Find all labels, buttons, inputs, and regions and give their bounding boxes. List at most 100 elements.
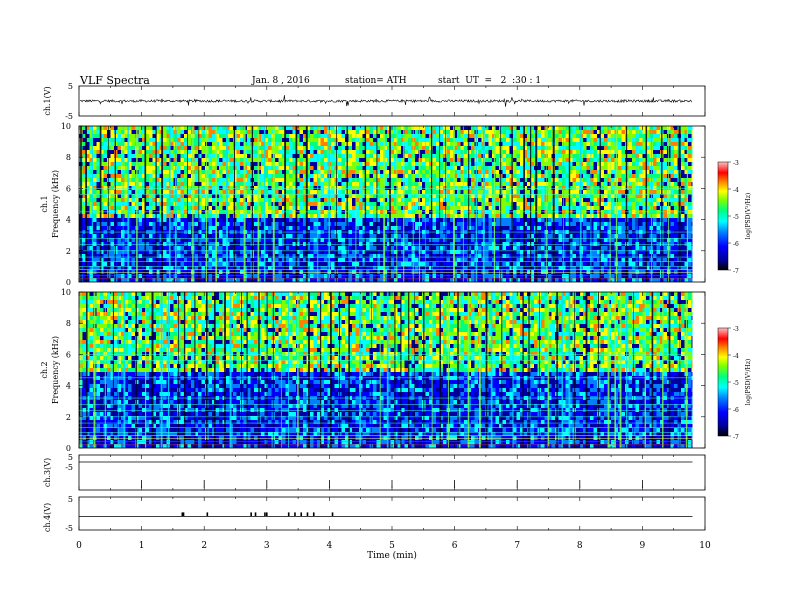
ch1-spectrogram-cell: [208, 166, 212, 170]
ch1-spectrogram-cell: [555, 178, 559, 182]
ch1-spectrogram-cell: [516, 222, 520, 226]
ch1-spectrogram-cell: [222, 198, 226, 202]
ch1-spectrogram-cell: [628, 150, 632, 154]
ch1-spectrogram-cell: [628, 226, 632, 230]
ch1-spectrogram-cell: [376, 162, 380, 166]
ch1-spectrogram-cell: [369, 146, 373, 150]
ch1-spectrogram-cell: [359, 150, 363, 154]
ch1-spectrogram-cell: [516, 158, 520, 162]
ch1-spectrogram-cell: [352, 130, 356, 134]
ch1-spectrogram-cell: [292, 170, 296, 174]
ch1-spectrogram-cell: [642, 202, 646, 206]
ch1-spectrogram-cell: [219, 206, 223, 210]
ch1-spectrogram-cell: [397, 138, 401, 142]
ch1-spectrogram-cell: [670, 190, 674, 194]
ch1-spectrogram-cell: [681, 222, 685, 226]
ch1-spectrogram-cell: [653, 198, 657, 202]
ch1-spectrogram-cell: [600, 174, 604, 178]
ch1-spectrogram-cell: [607, 166, 611, 170]
ch1-spectrogram-cell: [569, 150, 573, 154]
ch1-spectrogram-cell: [201, 202, 205, 206]
ch1-spectrogram-cell: [310, 222, 314, 226]
ch1-spectrogram-cell: [460, 182, 464, 186]
ch1-spectrogram-cell: [215, 194, 219, 198]
ch1-spectrogram-cell: [376, 182, 380, 186]
ch1-spectrogram-cell: [390, 154, 394, 158]
ch1-spectrogram-cell: [128, 142, 132, 146]
ch1-spectrogram-cell: [586, 138, 590, 142]
ch1-spectrogram-cell: [278, 162, 282, 166]
ch1-spectrogram-cell: [555, 234, 559, 238]
ch1-spectrogram-cell: [149, 214, 153, 218]
ch1-spectrogram-cell: [390, 202, 394, 206]
ch1-spectrogram-cell: [110, 130, 114, 134]
ch1-spectrogram-cell: [296, 234, 300, 238]
ch1-spectrogram-cell: [436, 126, 440, 130]
ch1-spectrogram-cell: [390, 138, 394, 142]
ch1-spectrogram-cell: [103, 130, 107, 134]
ch1-spectrogram-cell: [124, 186, 128, 190]
ch1-spectrogram-cell: [86, 222, 90, 226]
ch1-spectrogram-cell: [149, 138, 153, 142]
ch1-spectrogram-cell: [376, 218, 380, 222]
ch1-spectrogram-cell: [163, 194, 167, 198]
ch1-spectrogram-cell: [523, 190, 527, 194]
ch1-spectrogram-cell: [229, 170, 233, 174]
ch1-spectrogram-cell: [555, 174, 559, 178]
ch1-spectrogram-cell: [149, 190, 153, 194]
ch1-spectrogram-cell: [523, 154, 527, 158]
ch1-spectrogram-cell: [149, 186, 153, 190]
ch1-spectrogram-cell: [670, 178, 674, 182]
ch1-spectrogram-cell: [219, 126, 223, 130]
ch1-spectrogram-cell: [212, 178, 216, 182]
ch1-spectrogram-cell: [121, 126, 125, 130]
ch1-spectrogram-cell: [590, 134, 594, 138]
ch1-spectrogram-cell: [607, 174, 611, 178]
ch1-spectrogram-cell: [103, 166, 107, 170]
ch1-spectrogram-cell: [149, 142, 153, 146]
ch1-spectrogram-cell: [674, 194, 678, 198]
ch1-spectrogram-cell: [184, 182, 188, 186]
ch1-spectrogram-cell: [541, 158, 545, 162]
ch1-spectrogram-cell: [373, 178, 377, 182]
ch1-spectrogram-cell: [621, 214, 625, 218]
ch1-spectrogram-cell: [408, 198, 412, 202]
ch1-spectrogram-cell: [222, 170, 226, 174]
ch1-spectrogram-cell: [415, 154, 419, 158]
ch1-spectrogram-cell: [611, 218, 615, 222]
ch1-spectrogram-cell: [103, 154, 107, 158]
ch1-spectrogram-cell: [355, 174, 359, 178]
ch1-spectrogram-cell: [180, 202, 184, 206]
ch1-spectrogram-cell: [282, 158, 286, 162]
ch1-spectrogram-cell: [324, 134, 328, 138]
ch1-spectrogram-cell: [565, 134, 569, 138]
ch1-spectrogram-cell: [600, 138, 604, 142]
ch1-spectrogram-cell: [208, 218, 212, 222]
ch1-spectrogram-cell: [124, 194, 128, 198]
ch1-spectrogram-cell: [285, 186, 289, 190]
ch1-spectrogram-cell: [317, 206, 321, 210]
ch1-spectrogram-cell: [369, 154, 373, 158]
ch1-spectrogram-cell: [275, 170, 279, 174]
ch1-spectrogram-cell: [656, 142, 660, 146]
ch1-spectrogram-cell: [163, 170, 167, 174]
ch1-spectrogram-cell: [632, 142, 636, 146]
ch1-spectrogram-cell: [401, 234, 405, 238]
ch1-spectrogram-cell: [369, 234, 373, 238]
ch1-spectrogram-cell: [397, 186, 401, 190]
ch1-spectrogram-cell: [565, 190, 569, 194]
ch1-spectrogram-cell: [110, 182, 114, 186]
ch1-spectrogram-cell: [366, 134, 370, 138]
ch1-spectrogram-cell: [495, 226, 499, 230]
ch1-spectrogram-cell: [184, 146, 188, 150]
ch1-spectrogram-cell: [544, 134, 548, 138]
ch1-spectrogram-cell: [684, 214, 688, 218]
ch1-spectrogram-cell: [544, 186, 548, 190]
ch1-spectrogram-cell: [306, 202, 310, 206]
ch1-spectrogram-cell: [184, 186, 188, 190]
ch1-spectrogram-cell: [156, 190, 160, 194]
ch1-spectrogram-cell: [684, 146, 688, 150]
ch1-spectrogram-cell: [362, 202, 366, 206]
ch1-spectrogram-cell: [485, 202, 489, 206]
ch1-spectrogram-cell: [138, 198, 142, 202]
